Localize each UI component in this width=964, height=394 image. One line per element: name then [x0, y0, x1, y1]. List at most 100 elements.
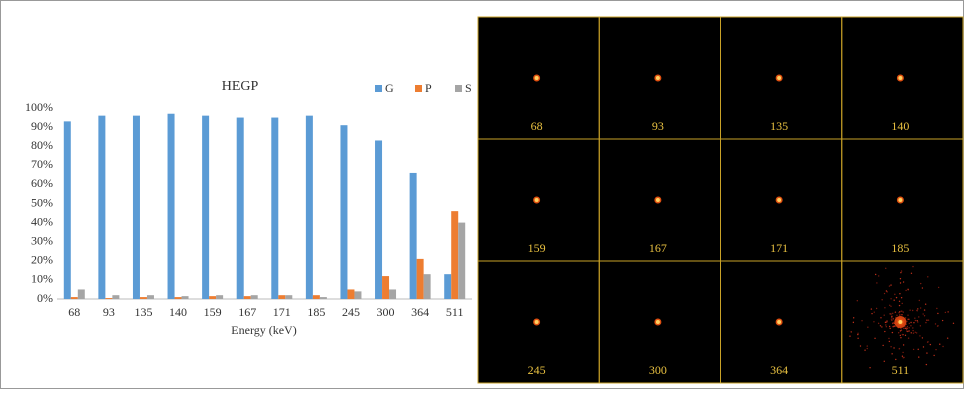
noise-dot [878, 323, 879, 324]
noise-dot [902, 352, 903, 353]
noise-dot [873, 321, 874, 322]
noise-dot [926, 320, 927, 321]
hot-spot [898, 320, 902, 324]
noise-dot [901, 297, 902, 298]
x-tick-label: 68 [68, 305, 80, 319]
noise-dot [925, 303, 926, 304]
noise-dot [947, 311, 948, 312]
noise-dot [886, 290, 887, 291]
noise-dot [928, 320, 929, 321]
noise-dot [875, 274, 876, 275]
noise-dot [907, 319, 908, 320]
noise-dot [853, 317, 854, 318]
x-tick-label: 93 [103, 305, 115, 319]
panel-label: 511 [892, 363, 910, 377]
y-tick-label: 100% [25, 100, 53, 114]
noise-dot [896, 297, 897, 298]
noise-dot [902, 356, 903, 357]
noise-dot [922, 287, 923, 288]
noise-dot [915, 320, 916, 321]
bar [175, 297, 182, 299]
noise-dot [901, 270, 902, 271]
noise-dot [867, 345, 868, 346]
x-tick-label: 159 [204, 305, 222, 319]
bar [306, 116, 313, 299]
noise-dot [919, 335, 920, 336]
noise-dot [907, 289, 908, 290]
noise-dot [885, 268, 886, 269]
legend-swatch [415, 85, 422, 92]
bar [347, 289, 354, 299]
noise-dot [893, 347, 894, 348]
noise-dot [906, 321, 907, 322]
bar [417, 259, 424, 299]
y-tick-label: 90% [31, 119, 53, 133]
noise-dot [901, 311, 902, 312]
noise-dot [899, 301, 900, 302]
noise-dot [918, 356, 919, 357]
panel-label: 171 [770, 241, 788, 255]
noise-dot [892, 313, 893, 314]
noise-dot [900, 330, 901, 331]
bar [320, 297, 327, 299]
noise-dot [920, 283, 921, 284]
hot-spot [777, 320, 781, 324]
x-tick-label: 167 [238, 305, 256, 319]
noise-dot [902, 303, 903, 304]
noise-dot [884, 307, 885, 308]
noise-dot [857, 300, 858, 301]
panel-label: 68 [531, 119, 543, 133]
noise-dot [926, 364, 927, 365]
noise-dot [857, 338, 858, 339]
noise-dot [860, 345, 861, 346]
noise-dot [894, 326, 895, 327]
noise-dot [893, 322, 894, 323]
noise-dot [903, 311, 904, 312]
noise-dot [918, 349, 919, 350]
noise-dot [890, 284, 891, 285]
noise-dot [917, 308, 918, 309]
panel-label: 245 [528, 363, 546, 377]
noise-dot [869, 367, 870, 368]
noise-dot [867, 327, 868, 328]
noise-dot [905, 335, 906, 336]
noise-dot [905, 290, 906, 291]
bar [133, 116, 140, 299]
noise-dot [912, 310, 913, 311]
noise-dot [935, 323, 936, 324]
hot-spot [898, 76, 902, 80]
panel-label: 185 [891, 241, 909, 255]
legend-swatch [455, 85, 462, 92]
noise-dot [902, 334, 903, 335]
noise-dot [882, 345, 883, 346]
noise-dot [942, 320, 943, 321]
noise-dot [898, 312, 899, 313]
x-tick-label: 171 [273, 305, 291, 319]
bar [424, 274, 431, 299]
bar [271, 118, 278, 299]
noise-dot [886, 320, 887, 321]
noise-dot [927, 342, 928, 343]
y-tick-label: 10% [31, 272, 53, 286]
bar [375, 140, 382, 299]
bar [112, 295, 119, 299]
noise-dot [892, 332, 893, 333]
noise-dot [893, 318, 894, 319]
bar [389, 289, 396, 299]
noise-dot [891, 318, 892, 319]
legend-label: G [385, 81, 394, 95]
noise-dot [889, 326, 890, 327]
noise-dot [889, 328, 890, 329]
noise-dot [891, 320, 892, 321]
panel-label: 93 [652, 119, 664, 133]
noise-dot [933, 355, 934, 356]
bar [410, 173, 417, 299]
noise-dot [953, 323, 954, 324]
noise-dot [889, 305, 890, 306]
noise-dot [874, 311, 875, 312]
noise-dot [880, 325, 881, 326]
bar [71, 297, 78, 299]
noise-dot [910, 325, 911, 326]
legend-label: S [465, 81, 472, 95]
bar [78, 289, 85, 299]
